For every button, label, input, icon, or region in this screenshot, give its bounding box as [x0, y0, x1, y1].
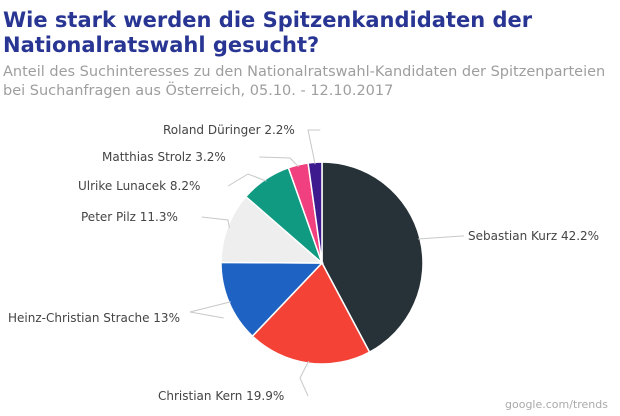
pie-slice-peter-pilz[interactable]: [220, 195, 325, 264]
leader-line: [227, 173, 267, 187]
source-link[interactable]: google.com/trends: [505, 398, 608, 411]
slice-label: Matthias Strolz 3.2%: [102, 150, 226, 164]
chart-title: Wie stark werden die Spitzenkandidaten d…: [3, 8, 533, 57]
leader-line: [189, 301, 232, 319]
slice-label: Christian Kern 19.9%: [158, 389, 284, 403]
slice-label: Heinz-Christian Strache 13%: [8, 311, 180, 325]
leader-line: [418, 235, 464, 240]
slice-label: Roland Düringer 2.2%: [163, 123, 295, 137]
leader-line: [201, 216, 230, 229]
chart-subtitle: Anteil des Suchinteresses zu den Nationa…: [3, 64, 606, 99]
slice-label: Sebastian Kurz 42.2%: [468, 229, 599, 243]
leader-line: [299, 360, 310, 397]
leader-line: [307, 129, 321, 165]
slice-label: Ulrike Lunacek 8.2%: [78, 179, 200, 193]
leader-line: [259, 156, 299, 168]
pie-slice-christian-kern[interactable]: [251, 261, 371, 365]
slice-label: Peter Pilz 11.3%: [81, 210, 178, 224]
